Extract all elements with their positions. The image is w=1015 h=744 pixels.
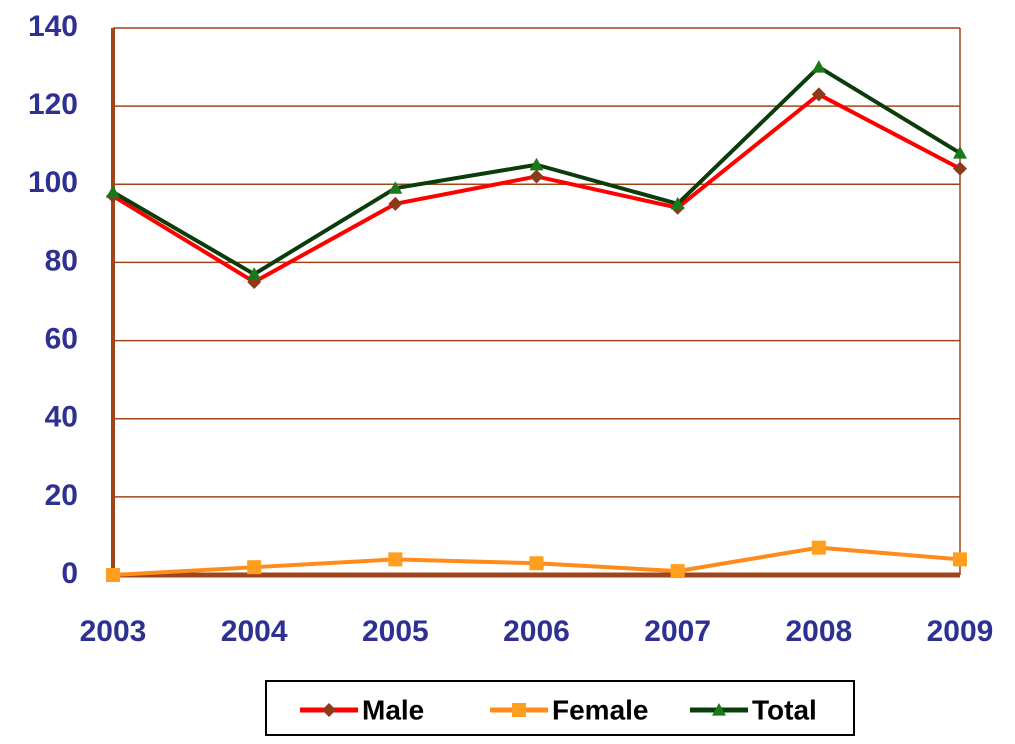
- x-tick-label: 2003: [80, 615, 147, 648]
- point: [247, 560, 262, 575]
- y-tick-label: 40: [45, 401, 78, 434]
- legend-label: Female: [552, 694, 649, 725]
- point: [106, 185, 120, 198]
- x-tick-label: 2004: [221, 615, 288, 648]
- y-tick-label: 80: [45, 244, 78, 277]
- point: [106, 568, 120, 582]
- y-tick-label: 120: [28, 88, 78, 121]
- point: [953, 161, 967, 176]
- y-tick-label: 60: [45, 322, 78, 355]
- legend-marker: [322, 703, 336, 717]
- x-tick-label: 2009: [927, 615, 994, 648]
- point: [529, 169, 544, 184]
- point: [811, 87, 826, 102]
- point: [811, 540, 826, 555]
- point: [811, 60, 826, 73]
- legend-label: Male: [362, 694, 424, 725]
- point: [529, 157, 544, 171]
- y-tick-label: 100: [28, 166, 78, 199]
- x-tick-label: 2005: [362, 615, 429, 648]
- point: [247, 267, 262, 280]
- point: [953, 552, 967, 567]
- point: [388, 196, 403, 211]
- point: [953, 146, 967, 159]
- legend-marker: [712, 703, 726, 716]
- point: [388, 552, 403, 567]
- x-tick-label: 2007: [644, 615, 711, 648]
- point: [529, 556, 544, 571]
- point: [670, 564, 685, 579]
- x-tick-label: 2008: [785, 615, 852, 648]
- y-tick-label: 140: [28, 10, 78, 43]
- y-tick-label: 20: [45, 479, 78, 512]
- x-tick-label: 2006: [503, 615, 570, 648]
- legend-box: [265, 680, 855, 736]
- y-tick-label: 0: [61, 557, 78, 590]
- legend-label: Total: [752, 694, 817, 725]
- point: [388, 181, 403, 194]
- point: [670, 196, 685, 210]
- legend-marker: [512, 703, 526, 717]
- series-line: [111, 92, 961, 284]
